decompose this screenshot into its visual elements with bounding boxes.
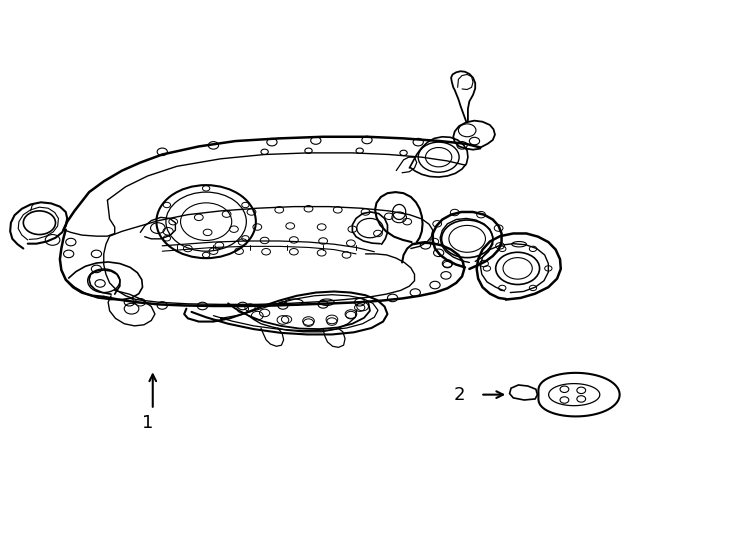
Polygon shape: [548, 383, 600, 406]
Text: 2: 2: [454, 386, 465, 403]
Polygon shape: [539, 373, 619, 416]
Text: 1: 1: [142, 414, 153, 432]
Polygon shape: [509, 385, 537, 400]
